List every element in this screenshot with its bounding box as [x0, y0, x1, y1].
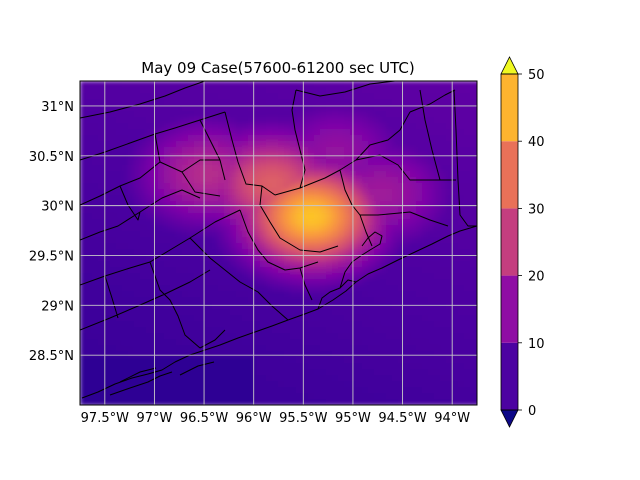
x-tick-label: 96°W	[236, 411, 272, 426]
x-tick-label: 94.5°W	[378, 411, 426, 426]
y-tick-label: 29.5°N	[29, 249, 74, 264]
chart-title: May 09 Case(57600-61200 sec UTC)	[141, 59, 414, 77]
colorbar-frame	[500, 73, 519, 411]
county-lines	[80, 81, 456, 349]
colorbar-under-arrow	[500, 409, 519, 428]
colorbar-band	[501, 342, 518, 410]
state-line	[453, 89, 477, 227]
colorbar-tick-label: 30	[528, 202, 545, 217]
colorbar-over-arrow	[500, 56, 519, 75]
x-tick-label: 96.5°W	[180, 411, 228, 426]
y-tick-label: 28.5°N	[29, 349, 74, 364]
county-borders	[80, 81, 477, 399]
x-tick-label: 95.5°W	[279, 411, 327, 426]
x-tick-label: 94°W	[434, 411, 470, 426]
x-tick-label: 95°W	[335, 411, 371, 426]
map-area: 97.5°W 97°W 96.5°W 96°W 95.5°W 95°W 94.5°W 94°W…	[29, 80, 478, 426]
colorbar-tick-label: 40	[528, 135, 545, 150]
colorbar-band	[501, 275, 518, 343]
colorbar-bands	[500, 56, 519, 428]
latitude-ticks: 28.5°N 29°N 29.5°N 30°N 30.5°N 31°N	[29, 100, 74, 364]
map-frame	[79, 80, 478, 406]
colorbar-band	[501, 141, 518, 209]
y-tick-label: 31°N	[41, 100, 74, 115]
inland-shore	[109, 361, 215, 396]
y-tick-label: 30°N	[41, 200, 74, 215]
precipitation-field	[80, 81, 477, 405]
colorbar: 0 10 20 30 40 50	[500, 56, 545, 428]
bay-shore	[317, 231, 383, 310]
colorbar-tick-label: 20	[528, 270, 545, 285]
y-tick-label: 29°N	[41, 299, 74, 314]
colorbar-tick-label: 0	[528, 404, 536, 419]
gridlines	[80, 81, 477, 405]
colorbar-tick-label: 50	[528, 68, 545, 83]
colorbar-tick-label: 10	[528, 337, 545, 352]
y-tick-label: 30.5°N	[29, 150, 74, 165]
x-tick-label: 97°W	[136, 411, 172, 426]
colorbar-ticks: 0 10 20 30 40 50	[518, 68, 545, 419]
longitude-ticks: 97.5°W 97°W 96.5°W 96°W 95.5°W 95°W 94.5°W 94°W	[81, 411, 471, 426]
colorbar-band	[501, 208, 518, 276]
x-tick-label: 97.5°W	[81, 411, 129, 426]
colorbar-band	[501, 74, 518, 142]
